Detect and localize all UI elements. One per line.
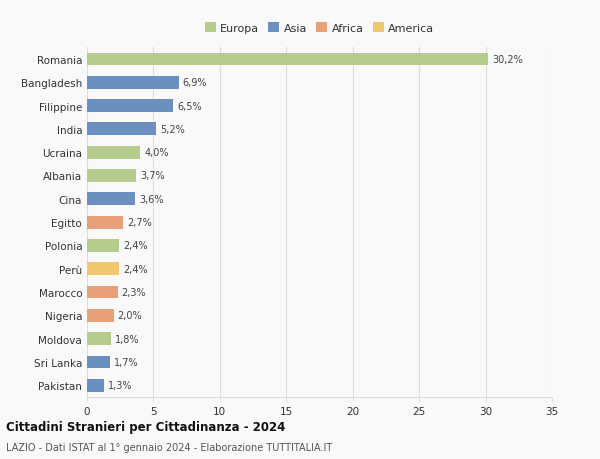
Bar [87, 77, 179, 90]
Text: 5,2%: 5,2% [160, 124, 185, 134]
Bar [87, 100, 173, 113]
Text: 1,7%: 1,7% [113, 357, 138, 367]
Text: 1,8%: 1,8% [115, 334, 139, 344]
Text: 2,4%: 2,4% [123, 264, 148, 274]
Bar [87, 240, 119, 252]
Text: 2,3%: 2,3% [122, 287, 146, 297]
Text: 1,3%: 1,3% [108, 381, 133, 391]
Text: 2,0%: 2,0% [118, 311, 142, 321]
Bar [87, 263, 119, 275]
Text: LAZIO - Dati ISTAT al 1° gennaio 2024 - Elaborazione TUTTITALIA.IT: LAZIO - Dati ISTAT al 1° gennaio 2024 - … [6, 442, 332, 452]
Bar [87, 193, 135, 206]
Bar [87, 286, 118, 299]
Bar [87, 53, 488, 66]
Text: 30,2%: 30,2% [492, 55, 523, 65]
Text: 4,0%: 4,0% [144, 148, 169, 158]
Legend: Europa, Asia, Africa, America: Europa, Asia, Africa, America [200, 19, 439, 38]
Bar [87, 123, 156, 136]
Text: 6,9%: 6,9% [182, 78, 207, 88]
Bar [87, 379, 104, 392]
Bar [87, 356, 110, 369]
Bar [87, 146, 140, 159]
Text: 2,4%: 2,4% [123, 241, 148, 251]
Text: Cittadini Stranieri per Cittadinanza - 2024: Cittadini Stranieri per Cittadinanza - 2… [6, 420, 286, 433]
Text: 6,5%: 6,5% [178, 101, 202, 112]
Text: 3,7%: 3,7% [140, 171, 165, 181]
Text: 2,7%: 2,7% [127, 218, 152, 228]
Text: 3,6%: 3,6% [139, 194, 163, 204]
Bar [87, 216, 123, 229]
Bar [87, 332, 111, 345]
Bar [87, 170, 136, 183]
Bar [87, 309, 113, 322]
